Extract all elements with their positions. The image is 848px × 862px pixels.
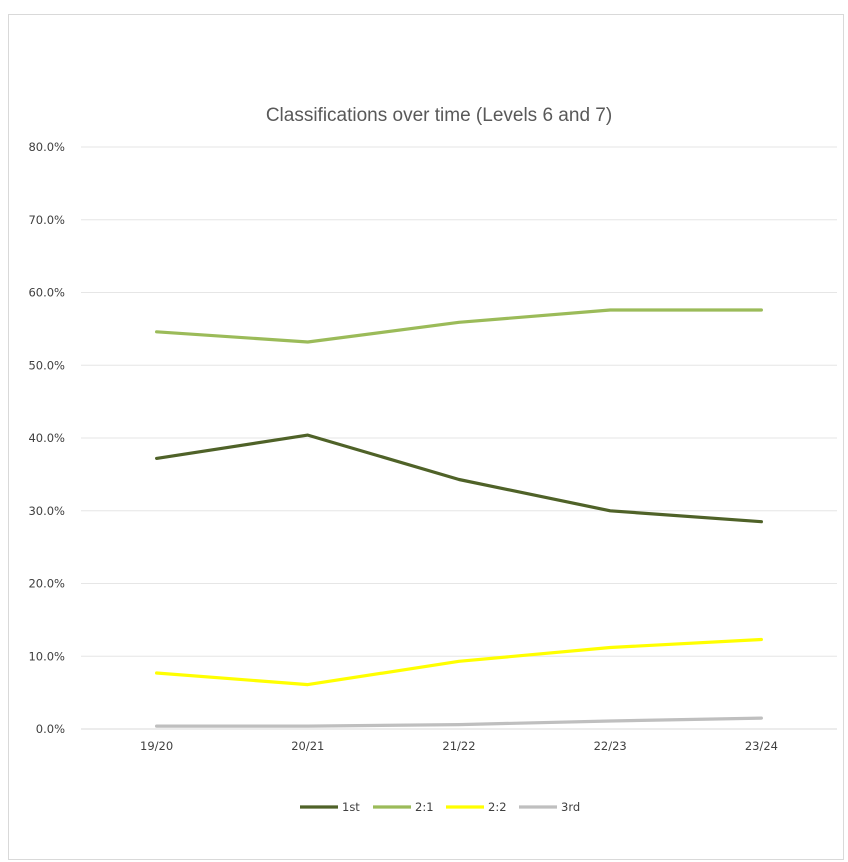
legend-label: 1st (342, 800, 360, 814)
y-tick-label: 10.0% (28, 649, 65, 663)
legend: 1st 2:1 2:2 3rd (300, 800, 580, 814)
legend-label: 2:1 (415, 800, 434, 814)
x-axis-tick-labels: 19/20 20/21 21/22 22/23 23/24 (140, 739, 778, 753)
series-line-1st (155, 433, 764, 524)
gridlines (81, 146, 837, 730)
legend-item: 3rd (519, 800, 580, 814)
chart-area: Classifications over time (Levels 6 and … (8, 14, 844, 860)
y-tick-label: 80.0% (28, 140, 65, 154)
y-tick-label: 70.0% (28, 213, 65, 227)
legend-item: 1st (300, 800, 360, 814)
y-tick-label: 50.0% (28, 358, 65, 372)
chart-title: Classifications over time (Levels 6 and … (266, 105, 612, 126)
legend-label: 3rd (561, 800, 580, 814)
y-tick-label: 0.0% (36, 722, 65, 736)
x-tick-label: 20/21 (291, 739, 324, 753)
legend-item: 2:2 (446, 800, 507, 814)
x-tick-label: 23/24 (745, 739, 778, 753)
legend-item: 2:1 (373, 800, 434, 814)
x-tick-label: 19/20 (140, 739, 173, 753)
y-tick-label: 60.0% (28, 286, 65, 300)
y-tick-label: 40.0% (28, 431, 65, 445)
y-tick-label: 20.0% (28, 577, 65, 591)
y-axis-tick-labels: 0.0% 10.0% 20.0% 30.0% 40.0% 50.0% 60.0% 70.0% 8… (28, 140, 65, 736)
line-chart: Classifications over time (Levels 6 and … (28, 105, 837, 814)
y-tick-label: 30.0% (28, 504, 65, 518)
series-line-3rd (155, 716, 764, 728)
legend-label: 2:2 (488, 800, 507, 814)
x-tick-label: 21/22 (442, 739, 475, 753)
series-line-2:2 (155, 637, 764, 687)
series-lines (155, 308, 764, 728)
x-tick-label: 22/23 (594, 739, 627, 753)
series-line-2:1 (155, 308, 764, 344)
